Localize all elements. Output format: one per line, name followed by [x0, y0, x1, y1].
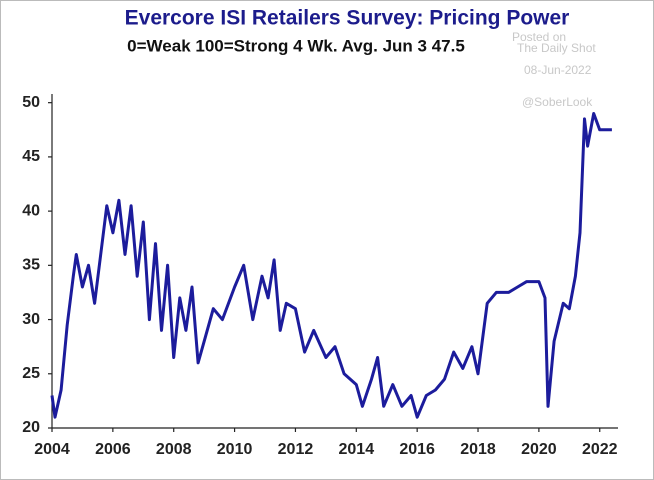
data-line — [50, 112, 612, 419]
x-tick-label: 2012 — [278, 441, 314, 458]
y-tick-label: 45 — [22, 148, 40, 165]
x-tick-label: 2020 — [521, 441, 557, 458]
chart-subtitle: 0=Weak 100=Strong 4 Wk. Avg. Jun 3 47.5 — [127, 36, 465, 55]
x-tick-label: 2018 — [460, 441, 496, 458]
watermark: The Daily Shot — [517, 41, 596, 55]
x-tick-label: 2004 — [34, 441, 70, 458]
watermark: Posted on — [512, 30, 566, 44]
watermark: @SoberLook — [522, 95, 593, 109]
x-tick-label: 2008 — [156, 441, 192, 458]
y-tick-label: 30 — [22, 311, 40, 328]
x-tick-label: 2022 — [582, 441, 618, 458]
x-tick-label: 2014 — [339, 441, 375, 458]
y-tick-label: 35 — [22, 257, 40, 274]
chart-title: Evercore ISI Retailers Survey: Pricing P… — [125, 7, 570, 30]
y-tick-label: 25 — [22, 365, 40, 382]
x-tick-label: 2016 — [399, 441, 435, 458]
y-tick-label: 50 — [22, 94, 40, 111]
x-tick-label: 2010 — [217, 441, 253, 458]
x-tick-label: 2006 — [95, 441, 131, 458]
y-tick-label: 20 — [22, 419, 40, 436]
watermark: 08-Jun-2022 — [524, 63, 592, 77]
y-tick-label: 40 — [22, 202, 40, 219]
